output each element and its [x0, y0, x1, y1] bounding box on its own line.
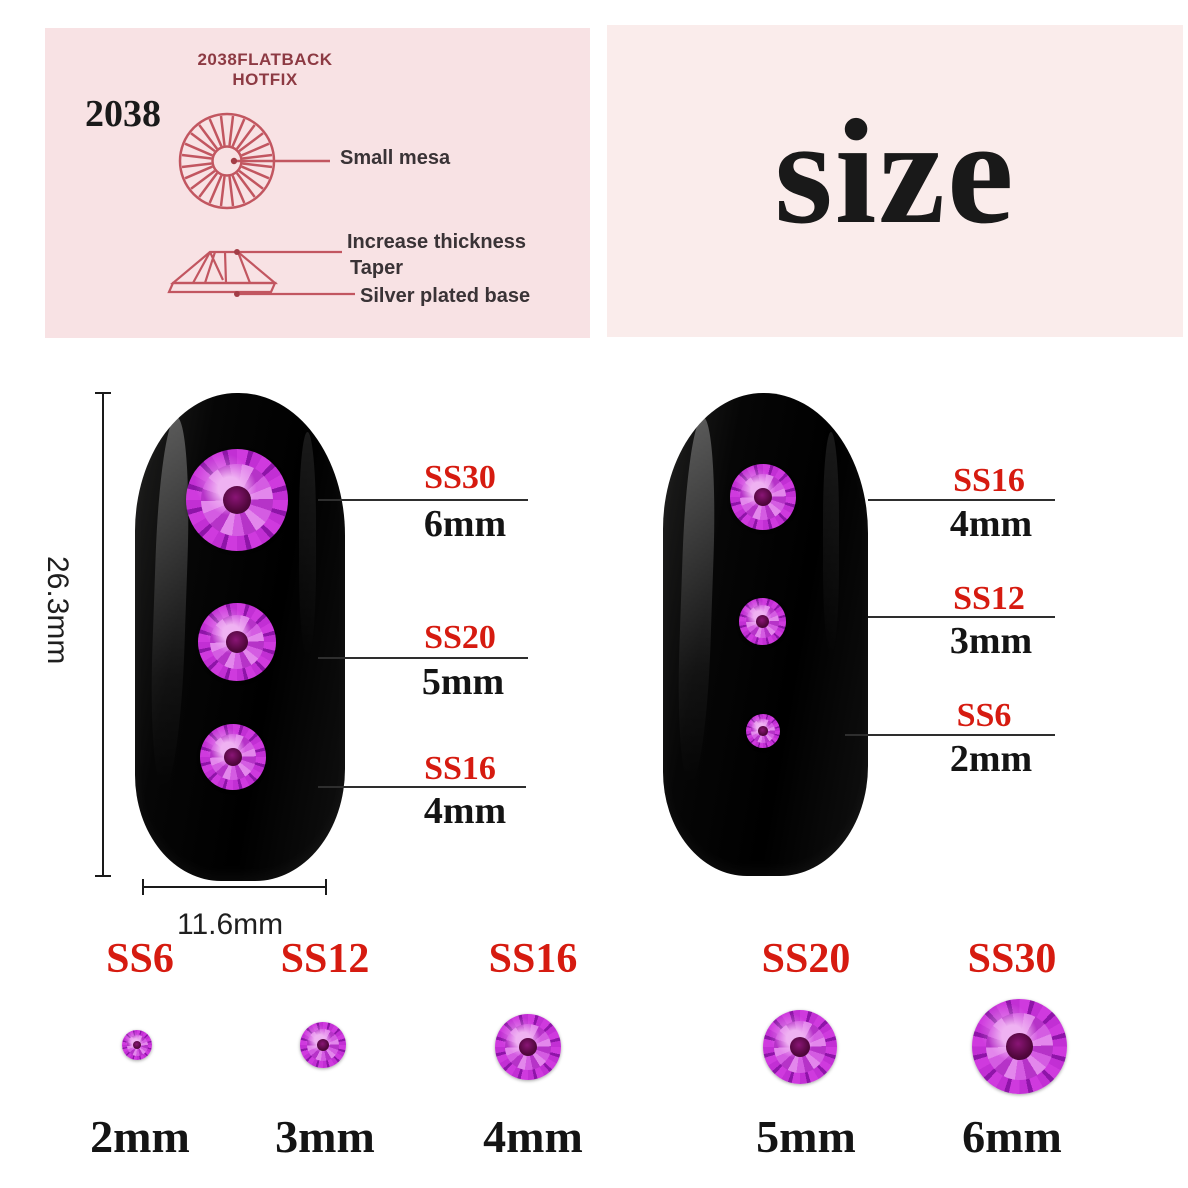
size-chart-ss30-stone [972, 999, 1067, 1094]
size-chart-4mm-label: 4mm [483, 1111, 583, 1162]
callout-2mm: 2mm [949, 738, 1033, 780]
size-chart-ss20-stone [763, 1010, 837, 1084]
nail-length-label: 26.3mm [41, 556, 74, 665]
size-chart-col-ss30: SS30 6mm [917, 938, 1107, 1178]
callout-line-ss16-left [318, 786, 526, 788]
callout-ss16-left: SS16 [424, 750, 496, 787]
annotation-taper: Taper [350, 257, 403, 279]
rhinestone-ss6 [746, 714, 780, 748]
length-measure-cap-top [95, 392, 111, 394]
size-chart-3mm-label: 3mm [275, 1111, 375, 1162]
callout-ss16-right: SS16 [953, 462, 1025, 499]
callout-line-ss6 [845, 734, 1055, 736]
callout-3mm: 3mm [949, 620, 1033, 662]
length-measure-cap-bottom [95, 875, 111, 877]
rhinestone-ss20 [198, 603, 276, 681]
size-chart-ss12-stone [300, 1022, 346, 1068]
callout-ss12: SS12 [953, 580, 1025, 617]
model-number: 2038 [85, 93, 161, 135]
size-chart-ss16-stone [495, 1014, 561, 1080]
spec-box: 2038FLATBACK HOTFIX 2038 [45, 28, 590, 338]
size-chart-ss12-label: SS12 [280, 936, 370, 982]
size-box: size [607, 25, 1183, 337]
callout-4mm-left: 4mm [423, 790, 507, 832]
callout-6mm: 6mm [423, 503, 507, 545]
rhinestone-ss30 [186, 449, 288, 551]
size-chart-col-ss20: SS20 5mm [711, 938, 901, 1178]
size-chart-5mm-label: 5mm [756, 1111, 856, 1162]
callout-line-ss16-right [868, 499, 1055, 501]
rhinestone-ss12 [739, 598, 786, 645]
nail-width-label: 11.6mm [177, 908, 284, 941]
side-view-diagram [167, 249, 355, 297]
callout-ss20: SS20 [424, 619, 496, 656]
annotation-small-mesa: Small mesa [340, 147, 451, 169]
size-chart-ss30-label: SS30 [967, 936, 1057, 982]
callout-ss6: SS6 [956, 697, 1012, 734]
callout-line-ss20 [318, 657, 528, 659]
size-chart-ss6-stone [122, 1030, 152, 1060]
annotation-silver-plated-base: Silver plated base [360, 285, 531, 307]
size-chart-ss16-label: SS16 [488, 936, 578, 982]
size-heading: size [774, 89, 1016, 255]
callout-5mm: 5mm [421, 661, 505, 703]
top-view-diagram [178, 112, 330, 210]
size-chart-col-ss6: SS6 2mm [45, 938, 235, 1178]
callout-4mm-right: 4mm [949, 503, 1033, 545]
size-chart-6mm-label: 6mm [962, 1111, 1062, 1162]
length-measure-line [102, 393, 104, 877]
size-chart-ss20-label: SS20 [761, 936, 851, 982]
rhinestone-ss16 [200, 724, 266, 790]
spec-box-title: 2038FLATBACK HOTFIX [197, 50, 333, 89]
size-chart-col-ss16: SS16 4mm [438, 938, 628, 1178]
callout-ss30: SS30 [424, 459, 496, 496]
width-measure-line [142, 886, 327, 888]
size-chart-2mm-label: 2mm [90, 1111, 190, 1162]
callout-line-ss30 [318, 499, 528, 501]
annotation-increase-thickness: Increase thickness [347, 231, 526, 253]
callout-line-ss12 [868, 616, 1055, 618]
rhinestone-diagram [167, 112, 355, 297]
width-measure-cap-left [142, 879, 144, 895]
width-measure-cap-right [325, 879, 327, 895]
rhinestone-ss16-right [730, 464, 796, 530]
size-chart-ss6-label: SS6 [106, 936, 174, 982]
size-chart-col-ss12: SS12 3mm [230, 938, 420, 1178]
